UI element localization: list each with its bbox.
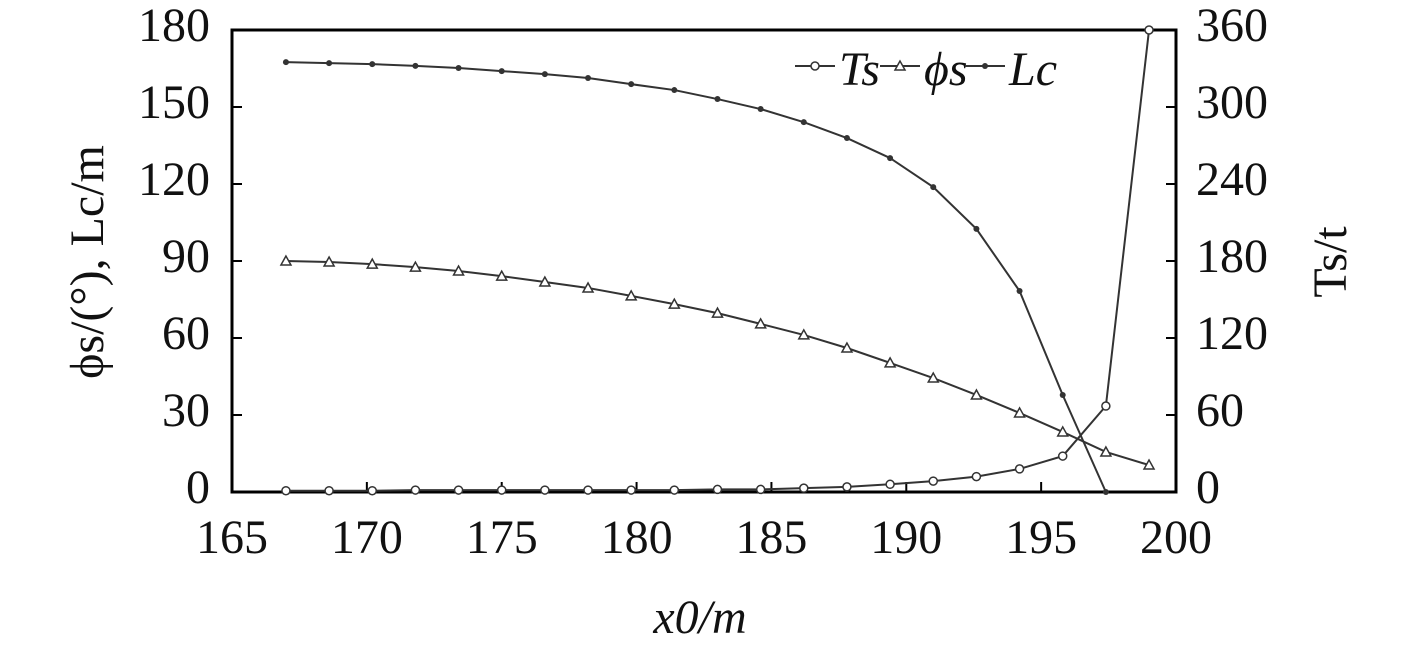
- y-tick-label: 150: [138, 76, 210, 129]
- point: [538, 275, 552, 287]
- point: [452, 264, 465, 276]
- point: [842, 482, 852, 492]
- point: [883, 356, 897, 368]
- point: [714, 96, 721, 103]
- point: [496, 485, 507, 495]
- y-tick-label: 120: [138, 153, 210, 206]
- point: [581, 281, 595, 293]
- point: [930, 184, 937, 191]
- point: [541, 71, 548, 78]
- point: [412, 62, 419, 69]
- point: [1059, 391, 1066, 398]
- y-axis-label: ϕs/(°), Lc/m: [61, 145, 114, 379]
- x-tick-label: 165: [196, 511, 268, 564]
- point: [410, 485, 421, 495]
- point: [279, 254, 293, 266]
- point: [970, 388, 983, 400]
- point: [585, 74, 592, 81]
- point: [626, 485, 636, 495]
- point: [885, 479, 895, 490]
- point: [755, 484, 766, 495]
- point: [1014, 464, 1025, 474]
- point: [324, 485, 334, 496]
- point: [624, 289, 638, 301]
- point: [281, 485, 291, 496]
- y2-tick-label: 240: [1196, 153, 1268, 206]
- point: [669, 485, 680, 495]
- y2-tick-label: 360: [1196, 0, 1268, 52]
- series-line: [285, 61, 1107, 493]
- y2-tick-label: 300: [1196, 76, 1268, 129]
- y2-tick-label: 0: [1196, 461, 1220, 514]
- y-tick-label: 0: [186, 461, 210, 514]
- point: [498, 68, 505, 75]
- point: [1013, 406, 1026, 418]
- y-tick-label: 180: [138, 0, 210, 52]
- point: [455, 64, 462, 71]
- point: [840, 341, 854, 353]
- y2-tick-label: 180: [1196, 230, 1268, 283]
- point: [797, 328, 811, 340]
- point: [799, 483, 809, 493]
- point: [326, 60, 333, 67]
- point: [1144, 25, 1154, 35]
- y-tick-label: 60: [162, 307, 210, 360]
- point: [887, 155, 894, 162]
- x-tick-label: 175: [466, 511, 538, 564]
- point: [540, 485, 550, 495]
- point: [926, 371, 940, 383]
- point: [893, 59, 907, 71]
- point: [668, 297, 681, 309]
- point: [982, 63, 988, 69]
- point: [928, 476, 939, 486]
- x-tick-label: 185: [735, 511, 807, 564]
- point: [671, 87, 678, 94]
- x-axis-label: x0/m: [652, 591, 746, 644]
- y-tick-label: 30: [162, 384, 210, 437]
- point: [495, 269, 508, 281]
- point: [453, 485, 464, 495]
- point: [367, 485, 378, 496]
- y2-tick-label: 120: [1196, 307, 1268, 360]
- point: [322, 255, 336, 267]
- point: [973, 225, 980, 232]
- x-tick-label: 190: [870, 511, 942, 564]
- point: [409, 260, 422, 272]
- point: [810, 61, 820, 71]
- point: [1101, 401, 1111, 411]
- point: [583, 485, 593, 495]
- x-tick-label: 170: [331, 511, 403, 564]
- point: [800, 119, 807, 126]
- y2-axis-label: Ts/t: [1304, 226, 1357, 298]
- point: [1142, 458, 1156, 470]
- point: [1056, 425, 1069, 437]
- x-tick-label: 200: [1140, 511, 1212, 564]
- y-tick-label: 90: [162, 230, 210, 283]
- point: [712, 484, 723, 495]
- point: [1099, 445, 1113, 457]
- point: [1016, 288, 1023, 295]
- point: [282, 59, 289, 66]
- legend-label: Lc: [1008, 43, 1057, 96]
- point: [1057, 451, 1068, 461]
- legend-label: ϕs: [924, 43, 968, 96]
- point: [369, 61, 376, 68]
- point: [754, 317, 767, 329]
- point: [628, 81, 635, 88]
- x-tick-label: 180: [601, 511, 673, 564]
- y2-tick-label: 60: [1196, 384, 1244, 437]
- point: [1102, 489, 1109, 495]
- point: [365, 257, 379, 269]
- x-tick-label: 195: [1005, 511, 1077, 564]
- point: [757, 106, 764, 113]
- legend-label: Ts: [839, 43, 880, 96]
- point: [711, 306, 724, 318]
- point: [843, 135, 850, 142]
- point: [971, 471, 982, 482]
